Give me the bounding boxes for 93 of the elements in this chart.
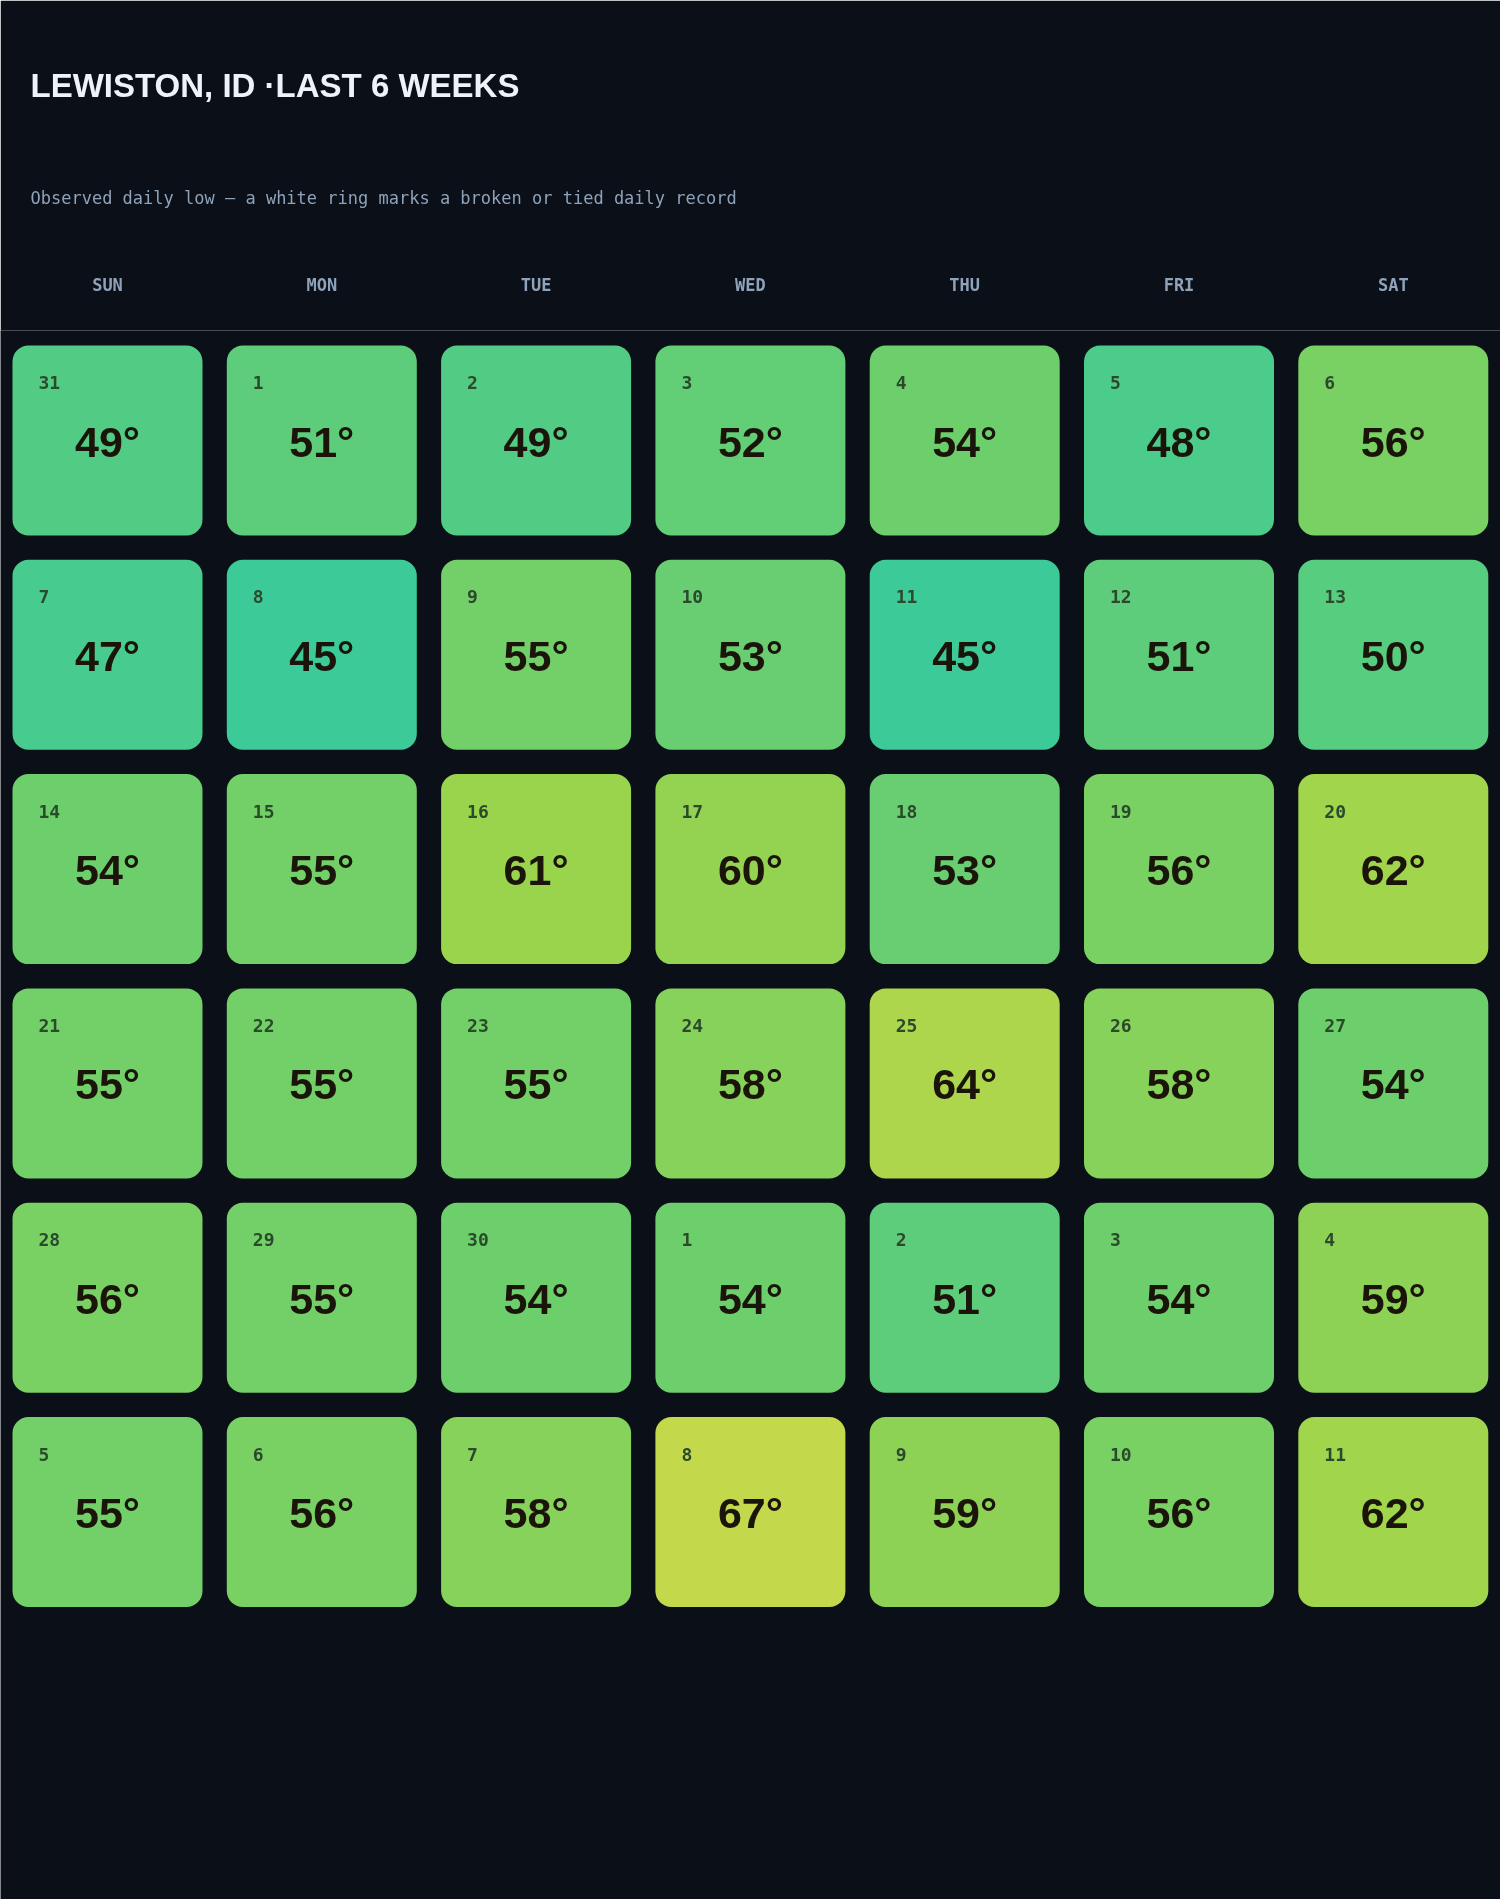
data-label: 62° (1360, 1489, 1426, 1537)
data-label: 58° (1146, 1060, 1212, 1109)
annotation: 3 (681, 372, 693, 393)
x-tick-label: MON (306, 274, 338, 295)
annotation: 7 (467, 1443, 478, 1465)
data-label: 55° (289, 1060, 355, 1109)
annotation: 27 (1324, 1014, 1346, 1036)
data-label: 56° (74, 1274, 141, 1323)
data-label: 51° (289, 417, 355, 466)
annotation: 14 (38, 800, 61, 822)
annotation: 24 (681, 1014, 704, 1036)
data-label: 55° (74, 1489, 141, 1537)
annotation: 4 (1324, 1229, 1336, 1251)
annotation: 20 (1324, 800, 1346, 822)
annotation: 4 (895, 372, 907, 393)
data-label: 50° (1360, 631, 1426, 680)
annotation: 1 (252, 372, 264, 393)
data-label: 47° (74, 631, 141, 680)
x-tick-label: TUE (520, 274, 552, 295)
annotation: 19 (1110, 800, 1132, 822)
data-label: 62° (1360, 846, 1426, 895)
data-label: 49° (503, 417, 569, 466)
data-label: 54° (717, 1274, 783, 1323)
data-label: 55° (289, 1274, 355, 1323)
annotation: 30 (467, 1229, 489, 1251)
data-label: 61° (503, 846, 569, 895)
annotation: 12 (1110, 586, 1132, 608)
annotation: 5 (1110, 372, 1121, 393)
data-label: 53° (717, 631, 783, 680)
annotation: 6 (252, 1443, 264, 1465)
data-label: 54° (1146, 1274, 1212, 1323)
data-label: 67° (717, 1489, 783, 1537)
data-label: 45° (289, 631, 355, 680)
annotation: 8 (681, 1443, 693, 1465)
x-tick-label: THU (949, 274, 981, 295)
annotation: 21 (38, 1014, 61, 1036)
data-label: 55° (289, 846, 355, 895)
x-tick-label: FRI (1163, 274, 1195, 295)
data-label: 59° (1360, 1274, 1426, 1323)
annotation: 5 (38, 1443, 50, 1465)
data-label: 55° (74, 1060, 141, 1109)
annotation: 7 (38, 586, 50, 608)
annotation: 9 (467, 586, 478, 608)
annotation: 13 (1324, 586, 1346, 608)
annotation: 18 (895, 800, 918, 822)
data-label: 52° (717, 417, 783, 466)
data-label: 48° (1146, 417, 1212, 466)
annotation: 11 (895, 586, 918, 608)
annotation: 15 (252, 800, 275, 822)
data-label: 51° (1146, 631, 1212, 680)
data-label: 55° (503, 631, 569, 680)
annotation: 17 (681, 800, 704, 822)
data-label: 58° (717, 1060, 783, 1109)
data-label: 53° (932, 846, 998, 895)
annotation: 2 (467, 372, 478, 393)
annotation: 28 (38, 1229, 61, 1251)
annotation: 23 (467, 1014, 489, 1036)
annotation: 8 (252, 586, 264, 608)
data-label: 64° (932, 1060, 998, 1109)
data-label: 56° (1360, 417, 1426, 466)
x-tick-label: WED (735, 274, 766, 295)
data-label: 56° (289, 1489, 355, 1537)
data-label: 45° (932, 631, 998, 680)
data-label: 59° (932, 1489, 998, 1537)
x-tick-label: SUN (92, 274, 123, 295)
data-label: 60° (717, 846, 783, 895)
data-label: 56° (1146, 1489, 1212, 1537)
annotation: 11 (1324, 1443, 1346, 1465)
annotation: 31 (38, 372, 61, 393)
annotation: 10 (1110, 1443, 1132, 1465)
annotation: 26 (1110, 1014, 1132, 1036)
data-label: 49° (74, 417, 141, 466)
chart-title: LEWISTON, ID ·LAST 6 WEEKS (30, 67, 520, 104)
annotation: 25 (895, 1014, 918, 1036)
data-label: 55° (503, 1060, 569, 1109)
data-label: 54° (503, 1274, 569, 1323)
data-label: 54° (1360, 1060, 1426, 1109)
annotation: 3 (1110, 1229, 1121, 1251)
annotation: 6 (1324, 372, 1336, 393)
annotation: 2 (895, 1229, 907, 1251)
annotation: 10 (681, 586, 704, 608)
annotation: 9 (895, 1443, 907, 1465)
data-label: 56° (1146, 846, 1212, 895)
data-label: 54° (932, 417, 998, 466)
data-label: 54° (74, 846, 141, 895)
x-tick-label: SAT (1377, 274, 1409, 295)
data-label: 51° (932, 1274, 998, 1323)
chart-subtitle: Observed daily low — a white ring marks a broken or tied daily record (30, 188, 737, 208)
annotation: 29 (252, 1229, 275, 1251)
annotation: 16 (467, 800, 489, 822)
annotation: 22 (252, 1014, 275, 1036)
annotation: 1 (681, 1229, 693, 1251)
data-label: 58° (503, 1489, 569, 1537)
